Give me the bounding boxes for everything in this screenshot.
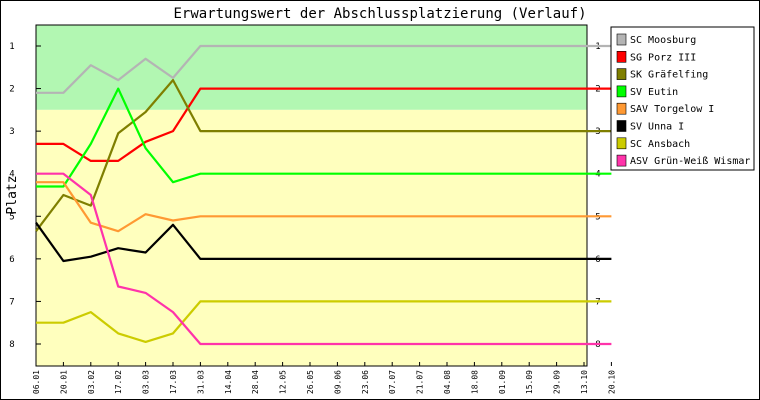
legend-swatch-3 — [616, 85, 627, 98]
y-axis-label: Platz — [5, 175, 20, 214]
legend-swatch-2 — [616, 68, 627, 80]
legend: SC Moosburg SG Porz III SK Gräfelfing SV Eu… — [610, 26, 755, 171]
series-line-1 — [36, 87, 612, 162]
x-ticks: 06.01 20.01 03.02 17.02 03.03 17.03 31.03 14.04… — [32, 362, 616, 394]
x-tick-label: 14.04 — [224, 370, 233, 394]
x-tick-label: 26.05 — [306, 370, 315, 394]
y-tick-label: 8 — [9, 340, 14, 350]
x-tick-label: 28.04 — [251, 370, 260, 394]
legend-box — [610, 26, 755, 171]
x-tick-label: 06.01 — [32, 370, 41, 394]
series-line-5 — [35, 222, 612, 263]
legend-swatch-1 — [616, 50, 627, 63]
x-tick-label: 20.10 — [607, 370, 616, 394]
x-tick-label: 20.01 — [59, 370, 68, 394]
x-tick-label: 03.02 — [87, 370, 96, 394]
legend-label-0: SC Moosburg — [630, 35, 696, 46]
band-1 — [36, 109, 587, 366]
y-tick-label: 7 — [9, 297, 14, 307]
y-tick-label: 4 — [9, 170, 14, 180]
chart-title: Erwartungswert der Abschlussplatzierung … — [173, 6, 586, 22]
legend-label-5: SV Unna I — [630, 122, 684, 133]
series-line-3 — [36, 87, 612, 188]
x-tick-label: 12.05 — [279, 370, 288, 394]
y-tick-label: 6 — [9, 255, 14, 265]
y-ticks-left: 1 2 3 4 5 6 7 8 — [9, 42, 41, 350]
x-tick-label: 07.07 — [388, 370, 397, 394]
legend-swatch-5 — [616, 120, 627, 132]
legend-label-4: SAV Torgelow I — [630, 104, 714, 115]
legend-label-6: SC Ansbach — [630, 139, 690, 150]
series-line-7 — [36, 172, 612, 346]
legend-label-2: SK Gräfelfing — [630, 70, 708, 81]
y-tick-label: 5 — [9, 212, 14, 222]
series-line-6 — [36, 300, 612, 343]
legend-swatch-7 — [616, 154, 627, 167]
y-tick-label: 2 — [9, 85, 14, 95]
band-0 — [36, 25, 587, 110]
x-tick-label: 01.09 — [498, 370, 507, 394]
x-tick-label: 18.08 — [470, 370, 479, 394]
x-tick-label: 09.06 — [333, 370, 342, 394]
series-line-0 — [36, 44, 612, 94]
y-tick-label: 3 — [9, 127, 14, 137]
legend-swatch-4 — [616, 102, 627, 115]
x-tick-label: 29.09 — [553, 370, 562, 394]
x-tick-label: 13.10 — [580, 370, 589, 394]
x-tick-label: 17.02 — [114, 370, 123, 394]
plot-frame — [35, 24, 588, 367]
legend-label-7: ASV Grün-Weiß Wismar — [630, 156, 750, 167]
legend-label-3: SV Eutin — [630, 87, 678, 98]
x-tick-label: 31.03 — [196, 370, 205, 394]
legend-swatch-0 — [616, 33, 627, 46]
x-tick-label: 04.08 — [443, 370, 452, 394]
x-tick-label: 15.09 — [525, 370, 534, 394]
series-lines — [35, 44, 612, 346]
legend-label-1: SG Porz III — [630, 52, 696, 63]
series-line-2 — [35, 78, 612, 232]
legend-swatch-6 — [616, 137, 627, 150]
x-tick-label: 23.06 — [361, 370, 370, 394]
background-bands — [36, 25, 587, 366]
x-tick-label: 21.07 — [416, 370, 425, 394]
x-tick-label: 17.03 — [169, 370, 178, 394]
x-tick-label: 03.03 — [142, 370, 151, 394]
plot-border — [35, 24, 588, 367]
series-line-4 — [36, 181, 612, 233]
y-tick-label: 1 — [9, 42, 14, 52]
